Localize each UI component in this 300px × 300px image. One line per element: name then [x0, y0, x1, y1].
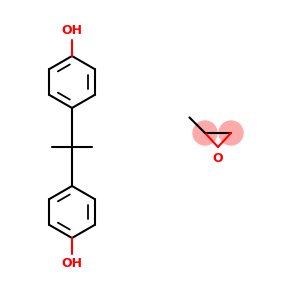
Text: OH: OH — [61, 257, 82, 270]
Circle shape — [193, 121, 217, 145]
Circle shape — [219, 121, 243, 145]
Text: OH: OH — [61, 24, 82, 37]
Text: O: O — [213, 152, 223, 165]
